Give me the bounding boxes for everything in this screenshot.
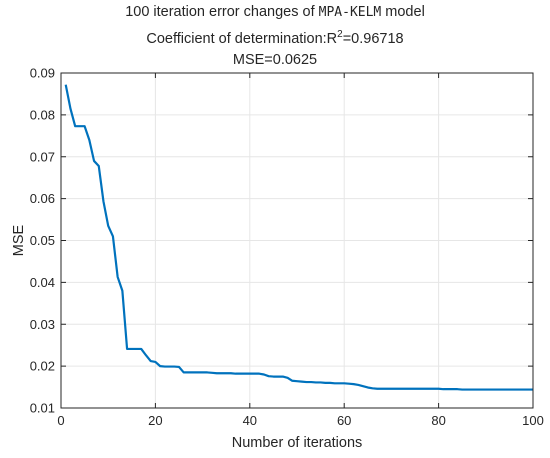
r2-superscript: 2: [337, 29, 343, 40]
plot-area: [64, 84, 533, 391]
y-tick-label-5: 0.06: [30, 191, 55, 206]
y-tick-label-1: 0.02: [30, 359, 55, 374]
x-tick-label-0: 0: [57, 413, 64, 428]
x-tick-label-1: 20: [148, 413, 162, 428]
r2-value: =0.96718: [342, 30, 404, 47]
x-tick-label-2: 40: [243, 413, 257, 428]
y-axis-label: MSE: [11, 224, 27, 256]
chart-title-line-2: Coefficient of determination:R2=0.96718: [0, 29, 550, 47]
mse-series-line: [64, 84, 533, 391]
r2-prefix: Coefficient of determination:R: [146, 30, 338, 47]
chart-title-line-3: MSE=0.0625: [232, 52, 318, 68]
x-tick-label-3: 60: [337, 413, 351, 428]
chart-title-line-1: 100 iteration error changes of MPA-KELM …: [0, 4, 550, 20]
x-tick-label-4: 80: [431, 413, 445, 428]
model-name: MPA-KELM: [318, 5, 382, 20]
grid-lines: [60, 72, 534, 409]
x-tick-label-5: 100: [522, 413, 544, 428]
y-tick-label-4: 0.05: [30, 233, 55, 248]
ticks: 0 20 40 60 80 100 0.01 0.02 0.03 0.04 0.05 0.06 0.07…: [30, 66, 544, 429]
title-prefix: 100 iteration error changes of: [125, 4, 319, 20]
y-tick-label-2: 0.03: [30, 317, 55, 332]
y-tick-label-7: 0.08: [30, 107, 55, 122]
y-tick-label-8: 0.09: [30, 66, 55, 81]
y-tick-label-3: 0.04: [30, 275, 55, 290]
title-suffix: model: [381, 4, 425, 20]
x-axis-label: Number of iterations: [232, 435, 363, 451]
y-tick-label-6: 0.07: [30, 149, 55, 164]
y-tick-label-0: 0.01: [30, 401, 55, 416]
